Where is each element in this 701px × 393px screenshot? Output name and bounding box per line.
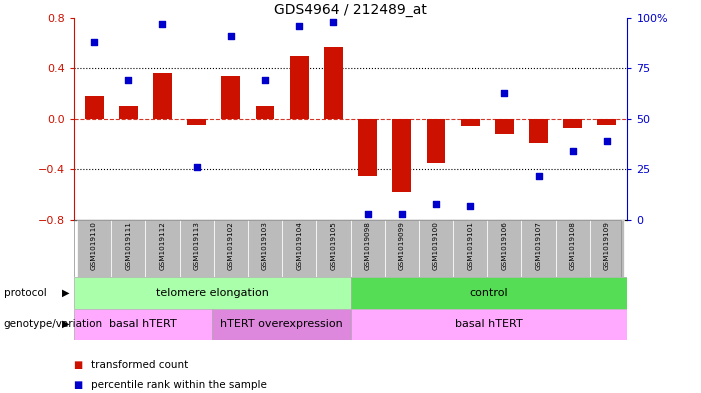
Bar <box>214 220 248 277</box>
Text: GSM1019098: GSM1019098 <box>365 221 371 270</box>
Text: GSM1019103: GSM1019103 <box>262 221 268 270</box>
Bar <box>556 220 590 277</box>
Bar <box>256 106 274 119</box>
Bar <box>495 119 514 134</box>
Text: GSM1019106: GSM1019106 <box>501 221 508 270</box>
Text: protocol: protocol <box>4 288 46 298</box>
Point <box>601 138 613 144</box>
Text: GSM1019100: GSM1019100 <box>433 221 439 270</box>
Point <box>225 33 236 39</box>
Bar <box>529 119 548 143</box>
Text: GSM1019104: GSM1019104 <box>297 221 302 270</box>
Text: ■: ■ <box>74 380 83 390</box>
Text: genotype/variation: genotype/variation <box>4 319 102 329</box>
Text: basal hTERT: basal hTERT <box>109 319 177 329</box>
Bar <box>487 220 522 277</box>
Bar <box>427 119 445 163</box>
Bar <box>461 119 479 127</box>
Text: basal hTERT: basal hTERT <box>455 319 523 329</box>
Bar <box>564 119 582 128</box>
Point <box>88 39 100 45</box>
Point <box>157 20 168 27</box>
Bar <box>350 220 385 277</box>
Bar <box>222 76 240 119</box>
Point <box>259 77 271 84</box>
Bar <box>350 277 627 309</box>
Point <box>362 211 373 217</box>
Title: GDS4964 / 212489_at: GDS4964 / 212489_at <box>274 3 427 17</box>
Bar <box>187 119 206 125</box>
Text: GSM1019109: GSM1019109 <box>604 221 610 270</box>
Text: GSM1019099: GSM1019099 <box>399 221 404 270</box>
Point <box>328 18 339 25</box>
Bar <box>350 309 627 340</box>
Point <box>465 203 476 209</box>
Point <box>498 90 510 96</box>
Text: GSM1019105: GSM1019105 <box>330 221 336 270</box>
Text: transformed count: transformed count <box>91 360 189 371</box>
Text: GSM1019111: GSM1019111 <box>125 221 131 270</box>
Bar <box>74 309 212 340</box>
Point <box>294 23 305 29</box>
Text: hTERT overexpression: hTERT overexpression <box>220 319 343 329</box>
Bar <box>74 277 351 309</box>
Bar <box>179 220 214 277</box>
Point <box>396 211 407 217</box>
Bar <box>385 220 419 277</box>
Text: GSM1019112: GSM1019112 <box>160 221 165 270</box>
Text: control: control <box>470 288 508 298</box>
Bar <box>282 220 316 277</box>
Text: GSM1019102: GSM1019102 <box>228 221 234 270</box>
Bar <box>316 220 350 277</box>
Bar <box>393 119 411 192</box>
Text: telomere elongation: telomere elongation <box>156 288 268 298</box>
Text: GSM1019108: GSM1019108 <box>570 221 576 270</box>
Text: ▶: ▶ <box>62 319 69 329</box>
Bar <box>145 220 179 277</box>
Bar <box>153 73 172 119</box>
Text: ▶: ▶ <box>62 288 69 298</box>
Text: GSM1019107: GSM1019107 <box>536 221 541 270</box>
Bar <box>358 119 377 176</box>
Bar <box>590 220 624 277</box>
Text: GSM1019110: GSM1019110 <box>91 221 97 270</box>
Bar <box>119 106 137 119</box>
Bar <box>212 309 350 340</box>
Bar <box>419 220 453 277</box>
Bar <box>85 96 104 119</box>
Bar <box>248 220 282 277</box>
Bar <box>324 47 343 119</box>
Text: GSM1019113: GSM1019113 <box>193 221 200 270</box>
Bar <box>522 220 556 277</box>
Text: ■: ■ <box>74 360 83 371</box>
Point <box>567 148 578 154</box>
Bar <box>77 220 111 277</box>
Bar <box>111 220 145 277</box>
Text: GSM1019101: GSM1019101 <box>467 221 473 270</box>
Bar <box>597 119 616 125</box>
Point <box>191 164 203 171</box>
Point <box>430 201 442 207</box>
Point <box>533 173 544 179</box>
Text: percentile rank within the sample: percentile rank within the sample <box>91 380 267 390</box>
Point <box>123 77 134 84</box>
Bar <box>453 220 487 277</box>
Bar <box>290 56 308 119</box>
